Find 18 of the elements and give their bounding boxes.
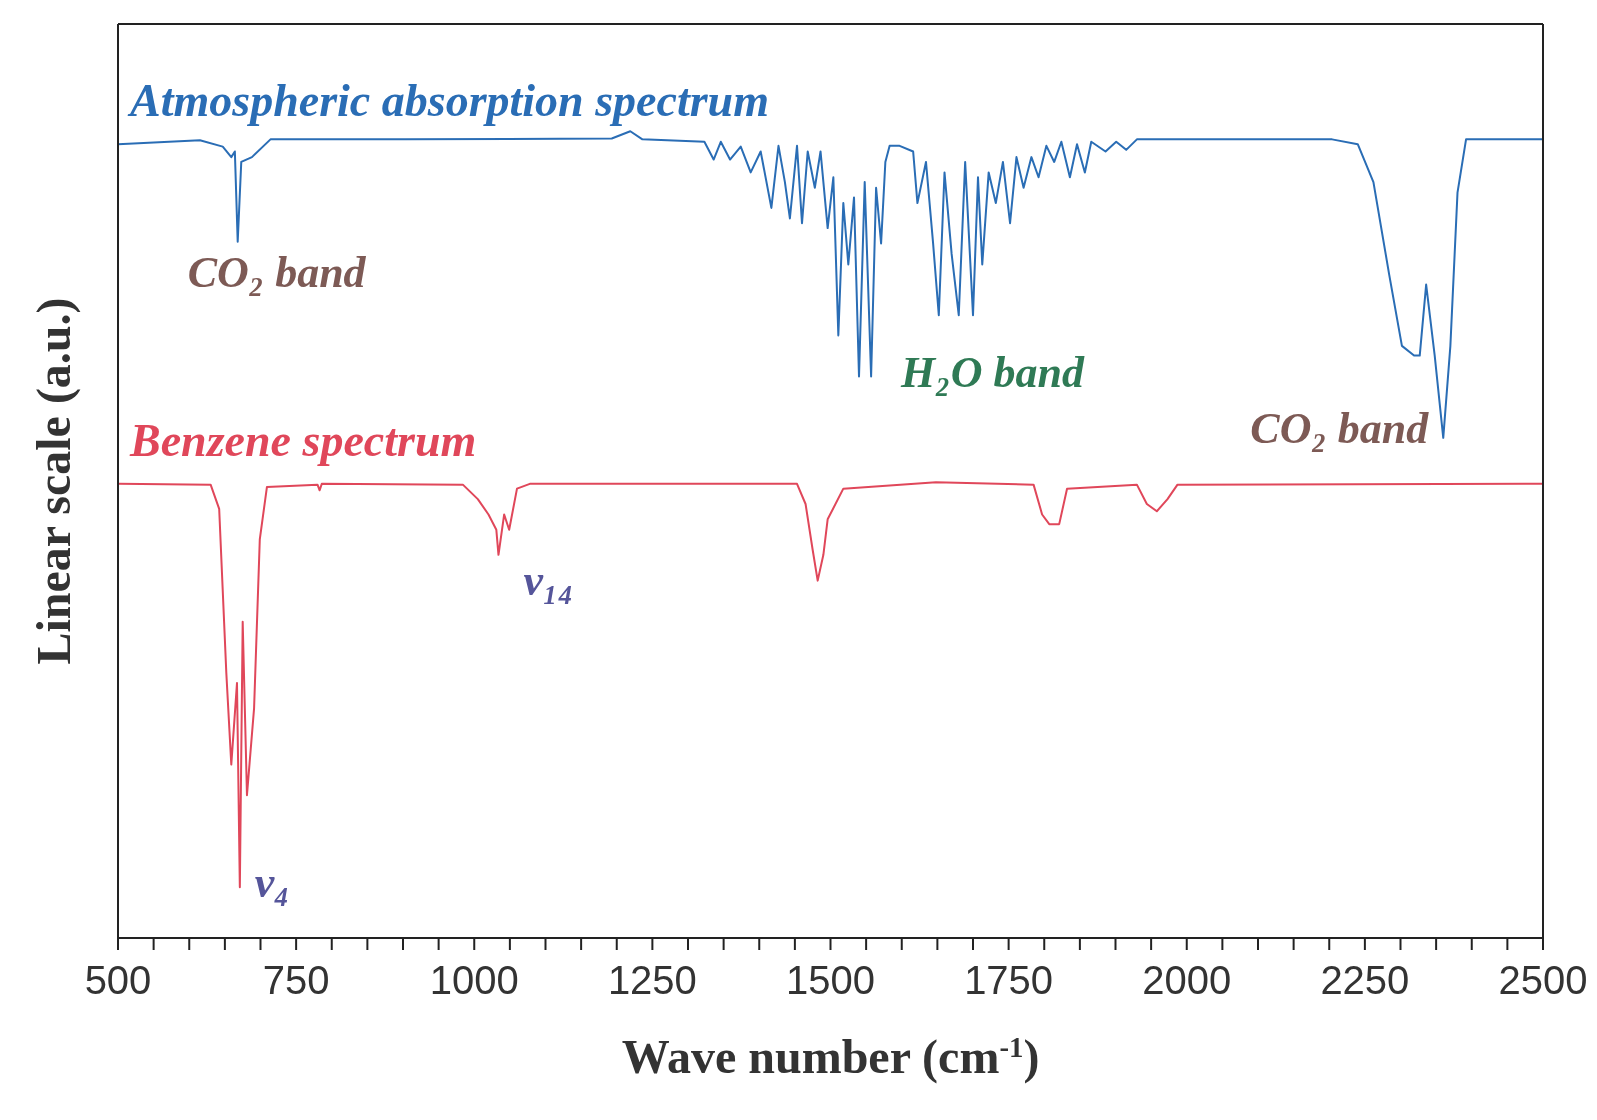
x-tick-label: 2250 [1320,958,1410,1003]
series-label: Atmospheric absorption spectrum [127,75,769,127]
annotation: CO₂ band [187,247,367,297]
annotation: ν₄ [254,858,290,908]
annotation: ν₁₄ [523,555,574,605]
x-tick-label: 1750 [964,958,1054,1003]
x-tick-label: 750 [262,958,330,1003]
annotation: H₂O band [900,347,1085,397]
y-axis-title: Linear scale (a.u.) [27,297,81,665]
x-tick-label: 500 [84,958,152,1003]
x-tick-label: 1500 [786,958,875,1003]
series-label: Benzene spectrum [129,414,477,466]
x-tick-label: 2000 [1142,958,1232,1003]
x-tick-label: 1000 [429,958,519,1003]
x-axis-title: Wave number (cm$^{-1}$) [621,1030,1040,1084]
x-tick-label: 1250 [607,958,697,1003]
x-tick-label: 2500 [1498,958,1588,1003]
annotation: CO₂ band [1250,403,1430,453]
